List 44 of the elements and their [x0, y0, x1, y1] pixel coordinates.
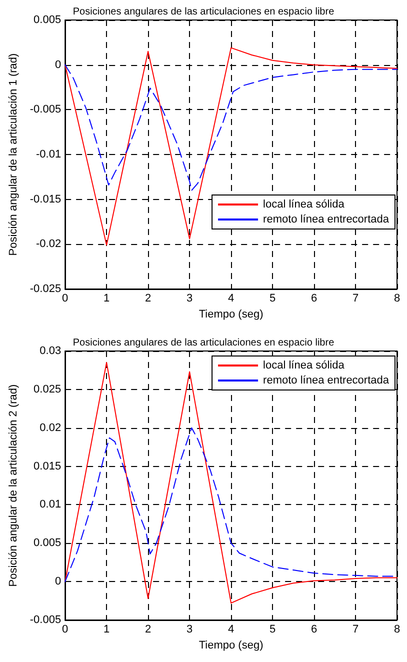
x-tick-label: 2 — [145, 624, 152, 636]
y-tick-label: -0.005 — [30, 104, 62, 116]
line-series — [64, 362, 398, 604]
x-tick-label: 3 — [186, 624, 193, 636]
line-series — [64, 64, 398, 191]
x-tick-label: 4 — [228, 292, 234, 304]
y-tick-label: 0.02 — [40, 422, 62, 434]
x-tick-label: 6 — [310, 624, 318, 636]
x-tick-label: 8 — [394, 624, 400, 636]
x-tick-label: 1 — [104, 624, 110, 636]
y-tick-label: 0.015 — [34, 460, 62, 472]
legend-label: local línea sólida — [263, 360, 346, 372]
x-tick-label: 7 — [352, 292, 359, 304]
x-tick-label: 6 — [310, 292, 318, 304]
y-tick-label: 0.03 — [40, 345, 62, 357]
y-tick-label: -0.02 — [36, 238, 62, 250]
legend-label: remoto línea entrecortada — [263, 374, 390, 386]
y-tick-label: 0.01 — [40, 498, 62, 511]
x-tick-label: 2 — [145, 292, 152, 304]
x-tick-label: 5 — [269, 624, 276, 636]
y-axis-title: Posición angular de la articulación 2 (rad) — [8, 384, 20, 587]
y-tick-label: 0.005 — [34, 537, 62, 550]
line-series — [64, 47, 398, 246]
x-tick-label: 7 — [352, 624, 359, 636]
y-tick-label: -0.015 — [30, 193, 62, 206]
y-tick-label: 0 — [54, 58, 62, 71]
y-tick-label: -0.005 — [30, 614, 62, 626]
legend-label: local línea sólida — [263, 198, 346, 210]
x-tick-label: 8 — [394, 292, 400, 304]
chart-title: Posiciones angulares de las articulaciones en espacio libre — [72, 6, 335, 18]
chart-title: Posiciones angulares de las articulaciones en espacio libre — [72, 338, 335, 348]
x-axis-title: Tiempo (seg) — [198, 640, 264, 652]
x-tick-label: 3 — [186, 292, 193, 304]
legend-label: remoto línea entrecortada — [263, 214, 390, 226]
y-tick-label: 0.005 — [34, 14, 62, 26]
x-axis-title: Tiempo (seg) — [198, 308, 264, 320]
y-tick-label: 0.025 — [34, 383, 62, 396]
x-tick-label: 5 — [269, 292, 276, 304]
y-tick-label: 0 — [54, 576, 62, 588]
x-tick-label: 1 — [104, 292, 110, 304]
y-axis-title: Posición angular de la articulación 1 (rad) — [8, 53, 20, 256]
x-tick-label: 4 — [228, 624, 234, 636]
y-tick-label: -0.025 — [30, 283, 62, 295]
y-tick-label: -0.01 — [36, 148, 62, 160]
